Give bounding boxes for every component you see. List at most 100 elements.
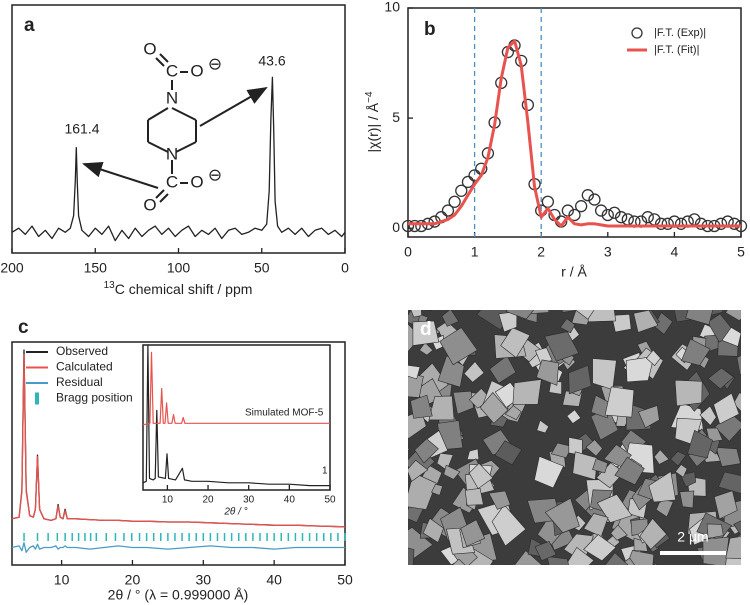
sem-image [408, 295, 750, 565]
y-tick-label: 5 [392, 109, 400, 125]
crystal [733, 392, 741, 412]
data-point [714, 217, 728, 230]
plot-frame [11, 4, 346, 254]
atom-label: O [143, 195, 156, 214]
crystal [713, 392, 740, 425]
data-point [408, 219, 421, 233]
crystal [408, 547, 415, 565]
crystal [721, 327, 741, 347]
data-point [601, 208, 614, 222]
x-tick-label: 50 [324, 495, 336, 506]
x-axis-label: 2θ / ° (λ = 0.999000 Å) [108, 587, 249, 603]
data-point [415, 219, 428, 233]
crystal [633, 310, 659, 333]
label-text: |χ(r)| / Å [365, 102, 381, 152]
crystal [568, 436, 583, 456]
x-tick-label: 40 [284, 495, 296, 506]
atom-label: ⊖ [208, 54, 222, 73]
crystal [653, 312, 674, 335]
crystal [639, 517, 668, 550]
data-line [11, 76, 346, 242]
crystal [422, 517, 444, 543]
scale-bar-label: 2 µm [677, 529, 708, 545]
legend-label: Calculated [56, 360, 113, 374]
crystal [468, 462, 494, 490]
x-tick-label: 40 [266, 572, 282, 588]
y-tick-label: 10 [384, 0, 400, 15]
atom-label: O [190, 61, 203, 80]
crystal [548, 380, 562, 395]
x-tick-label: 200 [0, 260, 24, 276]
atom-label: O [190, 172, 203, 191]
sup: 13 [104, 280, 116, 291]
data-point [621, 213, 634, 226]
peak-label: 161.4 [64, 121, 99, 137]
crystal [592, 358, 617, 390]
crystal [561, 310, 581, 313]
x-tick-label: 30 [196, 572, 212, 588]
data-point [608, 206, 621, 219]
data-point [674, 217, 688, 230]
legend-label: Observed [56, 344, 108, 358]
series-label: Simulated MOF-5 [245, 408, 324, 419]
crystal [568, 364, 592, 395]
crystal [614, 456, 645, 486]
crystal [491, 504, 527, 547]
data-point [654, 217, 668, 230]
crystal [441, 310, 460, 327]
crystal [733, 520, 741, 537]
crystal [596, 493, 633, 523]
crystal [544, 497, 580, 533]
x-tick-label: 4 [671, 244, 679, 260]
legend-label: Bragg position [56, 391, 133, 405]
data-line [408, 39, 741, 228]
data-line [142, 344, 330, 487]
x-axis-label: 13C chemical shift / ppm [104, 280, 253, 297]
y-tick-label: 0 [392, 219, 400, 235]
legend-label: |F.T. (Fit)| [654, 44, 699, 56]
crystal [477, 310, 480, 311]
atom-label: C [166, 172, 178, 191]
plot-frame [407, 7, 742, 238]
molecule [82, 53, 268, 203]
x-axis-label: 2θ / ° [223, 507, 247, 518]
crystal [565, 546, 595, 565]
x-tick-label: 0 [404, 244, 412, 260]
data-point [694, 217, 708, 230]
crystal [631, 483, 656, 511]
label-text: C chemical shift / ppm [115, 281, 253, 297]
crystal [566, 409, 582, 424]
crystal [653, 449, 670, 465]
legend-label: Residual [56, 375, 103, 389]
crystal [408, 472, 437, 510]
crystal [685, 310, 714, 326]
crystal [443, 464, 461, 480]
x-tick-label: 10 [162, 495, 174, 506]
panel-label: c [18, 317, 29, 338]
data-point [541, 195, 555, 208]
data-point [401, 219, 415, 233]
plot-frame [11, 341, 346, 566]
crystal [419, 342, 434, 356]
crystal [707, 367, 735, 390]
x-tick-label: 3 [604, 244, 612, 260]
crystal [504, 405, 522, 421]
data-point [441, 204, 455, 217]
crystal [583, 513, 609, 537]
crystal [718, 471, 741, 494]
crystal [725, 310, 741, 321]
x-tick-label: 5 [737, 244, 745, 260]
data-line [11, 354, 346, 528]
legend-marker [35, 392, 39, 405]
crystal [665, 295, 680, 309]
crystal [706, 523, 724, 539]
crystal [437, 355, 465, 388]
crystal [590, 489, 613, 512]
crystal [742, 305, 750, 318]
crystal [585, 439, 603, 457]
data-point [455, 184, 468, 197]
crystal [408, 373, 424, 398]
crystal [511, 563, 516, 565]
x-tick-label: 50 [254, 260, 270, 276]
